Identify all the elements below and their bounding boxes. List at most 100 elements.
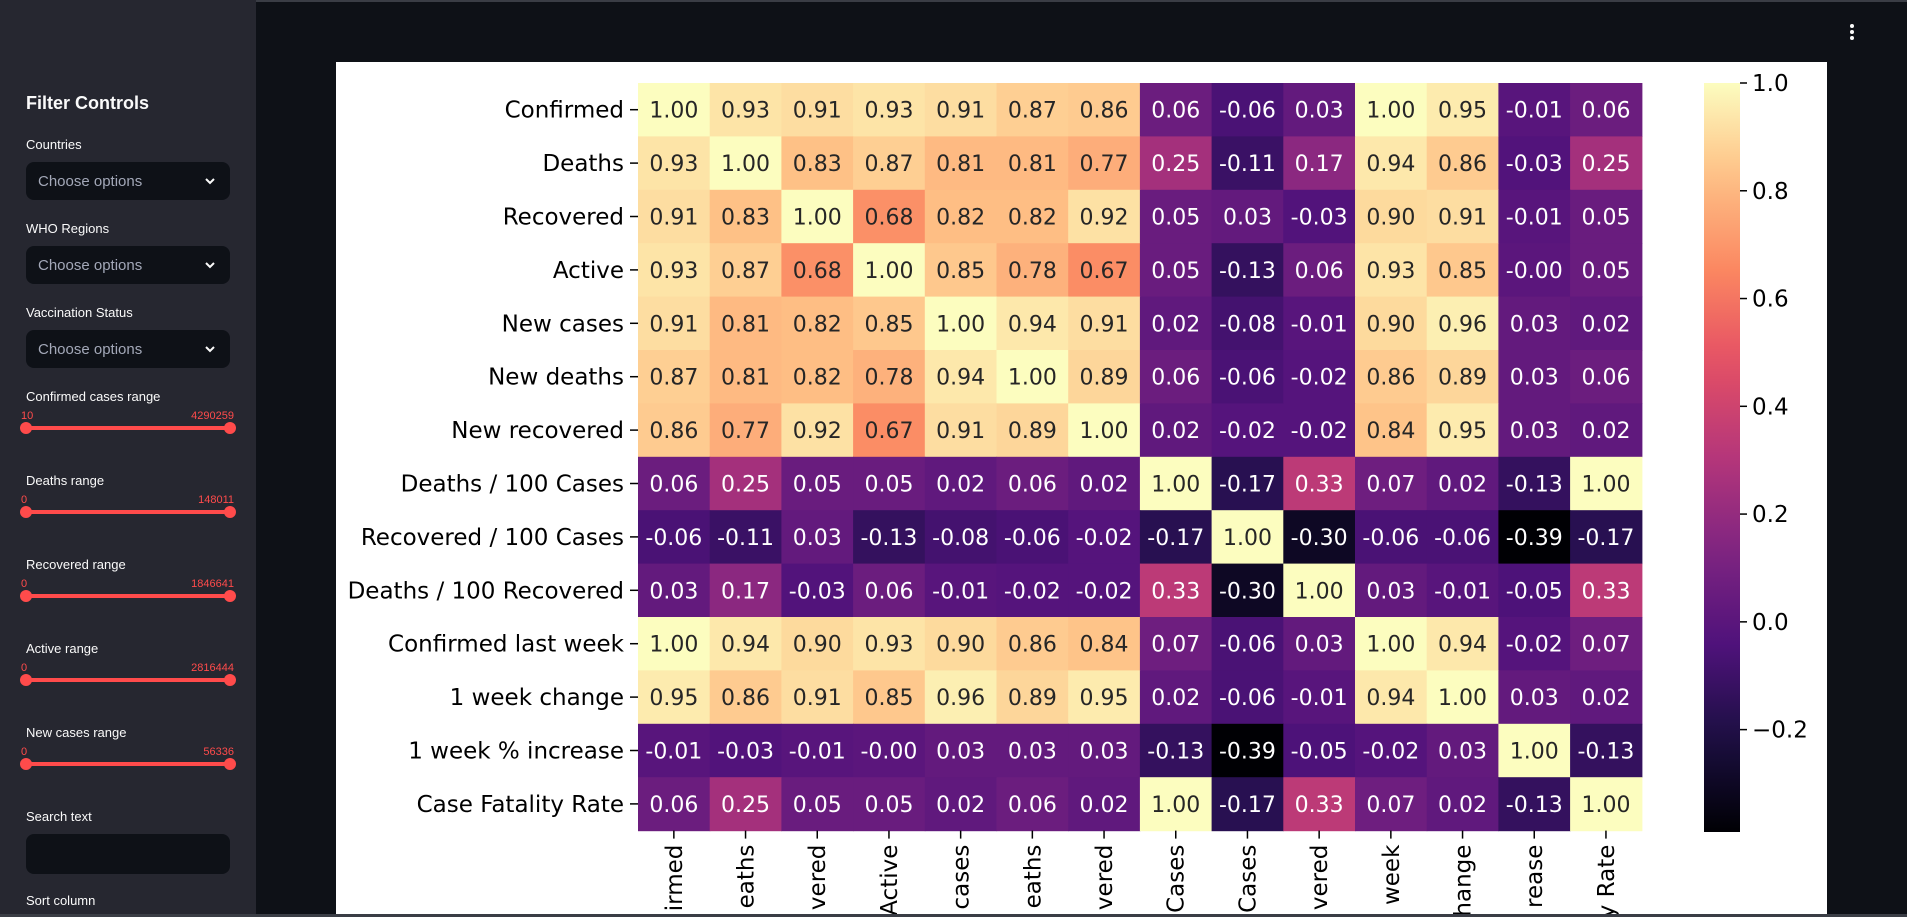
confirmed-range-slider[interactable]: 10 4290259 <box>20 410 236 450</box>
chevron-down-icon <box>205 262 215 269</box>
heatmap-cell-label: 0.94 <box>1008 312 1057 337</box>
heatmap-cell <box>996 350 1069 404</box>
heatmap-cell <box>924 617 998 671</box>
heatmap-cell <box>1139 777 1213 832</box>
heatmap-cell-label: 0.86 <box>1080 99 1129 124</box>
heatmap-cell-label: 0.94 <box>1438 633 1487 658</box>
countries-placeholder: Choose options <box>38 172 143 190</box>
heatmap-cell <box>1498 83 1571 137</box>
heatmap-cell-label: 0.03 <box>1510 419 1559 444</box>
heatmap-cell <box>1283 350 1356 404</box>
heatmap-cell <box>1355 243 1428 298</box>
heatmap-cell-label: 0.03 <box>793 526 842 551</box>
newcases-range-slider[interactable]: 0 56336 <box>20 746 236 786</box>
who-regions-placeholder: Choose options <box>38 256 143 274</box>
heatmap-cell-label: 0.91 <box>649 206 698 231</box>
heatmap-cell-label: -0.17 <box>1219 793 1276 818</box>
x-tick-label: week <box>1379 844 1405 905</box>
heatmap-cell-label: 0.93 <box>1366 259 1415 284</box>
heatmap-cell-label: 0.94 <box>721 633 770 658</box>
search-text-input[interactable] <box>26 834 230 874</box>
deaths-range-slider[interactable]: 0 148011 <box>20 494 236 534</box>
colorbar <box>1704 83 1740 832</box>
heatmap-cell <box>1068 243 1141 298</box>
heatmap-cell-label: -0.06 <box>1362 526 1419 551</box>
heatmap-cell-label: -0.13 <box>860 526 917 551</box>
heatmap-cell <box>1139 723 1213 778</box>
heatmap-cell-label: 0.05 <box>1151 206 1200 231</box>
confirmed-range-label: Confirmed cases range <box>26 389 161 404</box>
heatmap-cell-label: 0.89 <box>1080 366 1129 391</box>
heatmap-cell <box>1355 670 1428 725</box>
vaccination-select[interactable]: Choose options <box>26 330 230 368</box>
heatmap-cell-label: 0.85 <box>1438 259 1487 284</box>
colorbar-tick-label: −0.2 <box>1752 718 1808 744</box>
heatmap-cell <box>1211 777 1284 832</box>
slider-handle-min[interactable] <box>20 506 32 518</box>
active-range-slider[interactable]: 0 2816444 <box>20 662 236 702</box>
x-tick-label: cases <box>949 845 975 910</box>
who-regions-select[interactable]: Choose options <box>26 246 230 284</box>
heatmap-cell <box>996 403 1069 458</box>
heatmap-cell-label: 1.00 <box>1008 366 1057 391</box>
heatmap-cell-label: 1.00 <box>1581 473 1630 498</box>
heatmap-cell <box>638 563 711 618</box>
heatmap-cell <box>709 777 782 832</box>
heatmap-cell-label: 0.17 <box>1295 152 1344 177</box>
heatmap-cell <box>1355 350 1428 404</box>
heatmap-cell <box>924 83 998 137</box>
heatmap-cell <box>1139 296 1213 351</box>
heatmap-cell <box>1498 136 1571 191</box>
heatmap-cell <box>1068 403 1141 458</box>
kebab-dot <box>1850 30 1854 34</box>
slider-handle-min[interactable] <box>20 590 32 602</box>
heatmap-cell-label: 0.05 <box>793 793 842 818</box>
slider-handle-max[interactable] <box>224 506 236 518</box>
heatmap-cell-label: -0.00 <box>860 740 917 765</box>
x-tick-label: irmed <box>662 845 688 912</box>
slider-handle-max[interactable] <box>224 674 236 686</box>
slider-handle-min[interactable] <box>20 422 32 434</box>
heatmap-cell-label: -0.01 <box>932 579 989 604</box>
heatmap-cell-label: 1.00 <box>649 633 698 658</box>
heatmap-cell <box>1498 777 1571 832</box>
main-menu-button[interactable] <box>1846 22 1858 42</box>
recovered-range-slider[interactable]: 0 1846641 <box>20 578 236 618</box>
heatmap-cell-label: 0.06 <box>864 579 913 604</box>
heatmap-cell-label: 0.81 <box>721 366 770 391</box>
heatmap-cell-label: -0.01 <box>1291 312 1348 337</box>
y-tick-label: Recovered / 100 Cases <box>361 525 624 551</box>
heatmap-cell <box>996 510 1069 565</box>
heatmap-cell-label: 0.05 <box>1151 259 1200 284</box>
heatmap-cell <box>1355 189 1428 244</box>
heatmap-cell <box>1570 243 1643 298</box>
heatmap-cell-label: 0.86 <box>1438 152 1487 177</box>
heatmap-cell <box>1570 189 1643 244</box>
heatmap-cell <box>996 777 1069 832</box>
slider-handle-min[interactable] <box>20 674 32 686</box>
heatmap-cell-label: 0.25 <box>721 473 770 498</box>
heatmap-cell-label: 0.03 <box>1223 206 1272 231</box>
slider-handle-max[interactable] <box>224 590 236 602</box>
heatmap-cell-label: 0.77 <box>721 419 770 444</box>
y-tick-label: Case Fatality Rate <box>417 792 624 818</box>
heatmap-cell-label: -0.02 <box>1219 419 1276 444</box>
heatmap-cell-label: 0.94 <box>1366 152 1415 177</box>
slider-min-value: 0 <box>21 662 28 674</box>
heatmap-cell <box>1498 403 1571 458</box>
heatmap-cell-label: 0.83 <box>721 206 770 231</box>
heatmap-cell <box>1570 777 1643 832</box>
heatmap-cell <box>853 403 926 458</box>
heatmap-cell <box>1426 563 1499 618</box>
slider-handle-max[interactable] <box>224 758 236 770</box>
countries-select[interactable]: Choose options <box>26 162 230 200</box>
heatmap-cell <box>924 510 998 565</box>
y-tick-label: 1 week change <box>450 685 624 711</box>
heatmap-cell-label: 0.03 <box>1510 312 1559 337</box>
sort-column-label: Sort column <box>26 893 96 908</box>
slider-handle-max[interactable] <box>224 422 236 434</box>
heatmap-cell <box>1211 670 1284 725</box>
heatmap-cell-label: 0.95 <box>1080 686 1129 711</box>
slider-handle-min[interactable] <box>20 758 32 770</box>
heatmap-cell-label: -0.02 <box>1076 526 1133 551</box>
